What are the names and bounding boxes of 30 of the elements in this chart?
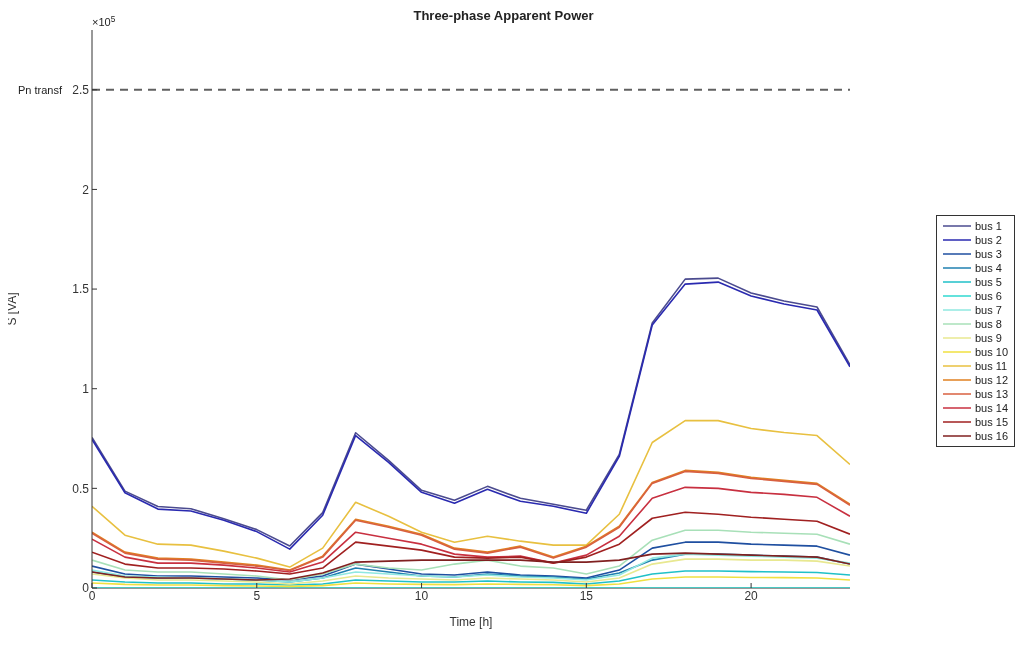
legend-label: bus 5 — [974, 276, 1002, 288]
ref-line-label: Pn transf — [17, 83, 63, 96]
legend-label: bus 10 — [974, 346, 1008, 358]
legend-label: bus 7 — [974, 304, 1002, 316]
legend-label: bus 4 — [974, 262, 1002, 274]
legend-label: bus 8 — [974, 318, 1002, 330]
legend-label: bus 13 — [974, 388, 1008, 400]
legend-label: bus 3 — [974, 248, 1002, 260]
y-tick-label: 1 — [82, 381, 90, 396]
legend-label: bus 9 — [974, 332, 1002, 344]
chart-title: Three-phase Apparent Power — [413, 8, 594, 23]
x-tick-label: 20 — [744, 588, 759, 603]
y-tick-label: 2.5 — [72, 83, 90, 98]
y-tick-label: 0.5 — [72, 481, 90, 496]
x-tick-label: 15 — [579, 588, 594, 603]
y-tick-label: 2 — [82, 182, 90, 197]
legend-label: bus 14 — [974, 402, 1008, 414]
legend-label: bus 2 — [974, 234, 1002, 246]
x-tick-label: 5 — [253, 588, 261, 603]
legend-label: bus 12 — [974, 374, 1008, 386]
x-axis-title: Time [h] — [449, 615, 493, 629]
legend-label: bus 1 — [974, 220, 1002, 232]
legend-label: bus 6 — [974, 290, 1002, 302]
y-tick-label: 1.5 — [72, 282, 90, 297]
x-tick-label: 10 — [414, 588, 429, 603]
legend-label: bus 11 — [974, 360, 1008, 372]
text: ×10$^{5}$ — [92, 14, 116, 28]
legend-label: bus 15 — [974, 416, 1008, 428]
legend-label: bus 16 — [974, 430, 1008, 442]
y-axis-title: S [VA] — [5, 292, 20, 326]
